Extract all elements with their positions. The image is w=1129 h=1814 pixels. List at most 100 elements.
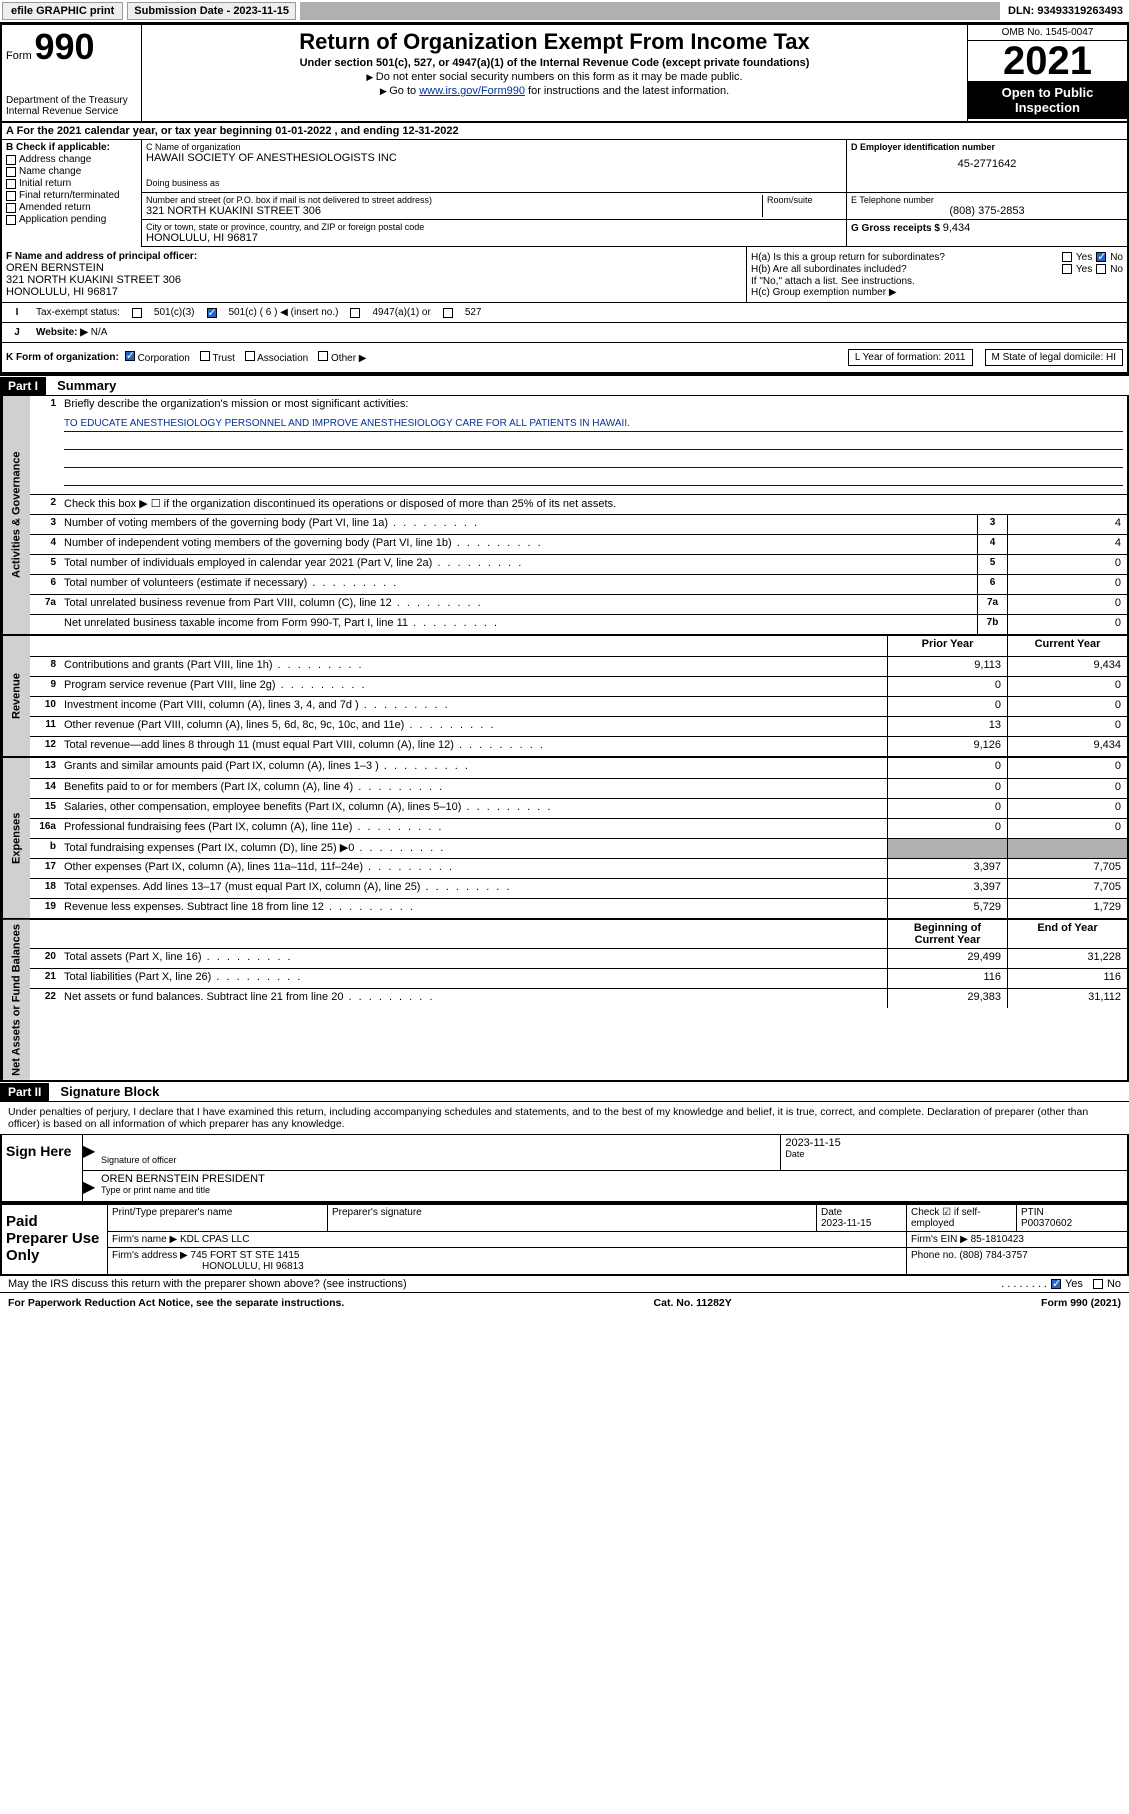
ein-value: 45-2771642	[851, 158, 1123, 170]
form-number: 990	[34, 26, 94, 67]
summary-row: TO EDUCATE ANESTHESIOLOGY PERSONNEL AND …	[30, 416, 1127, 494]
summary-row: 2Check this box ▶ ☐ if the organization …	[30, 494, 1127, 514]
hb-note: If "No," attach a list. See instructions…	[751, 276, 1123, 287]
line-value: 0	[1007, 595, 1127, 614]
summary-row: 1Briefly describe the organization's mis…	[30, 396, 1127, 416]
part2-title: Signature Block	[52, 1082, 167, 1101]
irs-link[interactable]: www.irs.gov/Form990	[419, 85, 525, 97]
submission-date-box: Submission Date - 2023-11-15	[127, 2, 296, 20]
prior-year-value: 13	[887, 717, 1007, 736]
state-domicile: M State of legal domicile: HI	[985, 349, 1124, 366]
section-side-label: Expenses	[2, 758, 30, 918]
summary-row: Net unrelated business taxable income fr…	[30, 614, 1127, 634]
line-value: 0	[1007, 555, 1127, 574]
dept-2: Internal Revenue Service	[6, 106, 137, 117]
line-box: 4	[977, 535, 1007, 554]
phone-value: (808) 784-3757	[959, 1250, 1027, 1261]
may-yes-cb[interactable]	[1051, 1279, 1061, 1289]
sign-here-label: Sign Here	[2, 1135, 82, 1201]
shaded-cell	[1007, 839, 1127, 858]
ha-yes-cb[interactable]	[1062, 252, 1072, 262]
paid-preparer-block: Paid Preparer Use Only Print/Type prepar…	[0, 1203, 1129, 1276]
cb-label: Initial return	[19, 178, 71, 189]
dba-label: Doing business as	[146, 178, 842, 188]
header-right: OMB No. 1545-0047 2021 Open to Public In…	[967, 25, 1127, 121]
line-box: 3	[977, 515, 1007, 534]
summary-row: 8Contributions and grants (Part VIII, li…	[30, 656, 1127, 676]
hb-no-cb[interactable]	[1096, 264, 1106, 274]
page-footer: For Paperwork Reduction Act Notice, see …	[0, 1292, 1129, 1313]
checkbox[interactable]	[6, 179, 16, 189]
current-year-value: 0	[1007, 779, 1127, 798]
tax-year: 2021	[968, 41, 1127, 81]
part1-header-row: Part I Summary	[0, 376, 1129, 396]
i-opt4: 527	[465, 307, 482, 318]
room-label: Room/suite	[767, 195, 842, 205]
col-b-option: Address change	[6, 154, 137, 165]
i-opt2: 501(c) ( 6 ) ◀ (insert no.)	[229, 307, 339, 318]
i-501c3-cb[interactable]	[132, 308, 142, 318]
self-emp-label: Check ☑ if self-employed	[911, 1207, 1012, 1229]
may-text: May the IRS discuss this return with the…	[8, 1278, 1001, 1290]
checkbox[interactable]	[6, 203, 16, 213]
summary-row: 14Benefits paid to or for members (Part …	[30, 778, 1127, 798]
section-side-label: Net Assets or Fund Balances	[2, 920, 30, 1080]
checkbox[interactable]	[6, 191, 16, 201]
summary-row: 6Total number of volunteers (estimate if…	[30, 574, 1127, 594]
prior-year-value: 3,397	[887, 859, 1007, 878]
line-value: 4	[1007, 515, 1127, 534]
firm-name: KDL CPAS LLC	[180, 1234, 249, 1245]
summary-row: 5Total number of individuals employed in…	[30, 554, 1127, 574]
no-1: No	[1110, 252, 1123, 263]
firm-name-label: Firm's name ▶	[112, 1234, 177, 1245]
header-left: Form 990 Department of the Treasury Inte…	[2, 25, 142, 121]
col-b-header: B Check if applicable:	[6, 142, 137, 153]
current-year-value: 0	[1007, 758, 1127, 778]
k-checkbox[interactable]	[200, 351, 210, 361]
summary-row: 15Salaries, other compensation, employee…	[30, 798, 1127, 818]
k-checkbox[interactable]	[245, 351, 255, 361]
phone-label: Phone no.	[911, 1250, 957, 1261]
k-checkbox[interactable]	[125, 351, 135, 361]
col-header: Beginning of Current Year	[887, 920, 1007, 948]
mission-text: TO EDUCATE ANESTHESIOLOGY PERSONNEL AND …	[64, 418, 1123, 432]
i-opt3: 4947(a)(1) or	[372, 307, 430, 318]
toolbar-spacer	[300, 2, 1000, 20]
line-box: 5	[977, 555, 1007, 574]
identity-section: A For the 2021 calendar year, or tax yea…	[0, 123, 1129, 376]
checkbox[interactable]	[6, 155, 16, 165]
hb-label: H(b) Are all subordinates included?	[751, 264, 1058, 275]
prior-year-value: 9,126	[887, 737, 1007, 756]
prior-year-value: 29,383	[887, 989, 1007, 1008]
summary-row: 12Total revenue—add lines 8 through 11 (…	[30, 736, 1127, 756]
form-header: Form 990 Department of the Treasury Inte…	[0, 23, 1129, 123]
checkbox[interactable]	[6, 215, 16, 225]
info-grid: B Check if applicable: Address changeNam…	[2, 140, 1127, 247]
officer-addr2: HONOLULU, HI 96817	[6, 286, 742, 298]
current-year-value: 9,434	[1007, 737, 1127, 756]
may-dots: . . . . . . . .	[1001, 1278, 1047, 1290]
sig-arrow-1: ▶	[83, 1135, 97, 1170]
k-opt-label: Other ▶	[331, 353, 366, 364]
ha-no-cb[interactable]	[1096, 252, 1106, 262]
street-address: 321 NORTH KUAKINI STREET 306	[146, 205, 762, 217]
prior-year-value: 0	[887, 799, 1007, 818]
k-checkbox[interactable]	[318, 351, 328, 361]
may-irs-line: May the IRS discuss this return with the…	[0, 1276, 1129, 1292]
efile-print-button[interactable]: efile GRAPHIC print	[2, 2, 123, 20]
k-label: K Form of organization:	[6, 352, 119, 363]
i-501c-cb[interactable]	[207, 308, 217, 318]
i-4947-cb[interactable]	[350, 308, 360, 318]
i-label: Tax-exempt status:	[36, 307, 120, 318]
checkbox[interactable]	[6, 167, 16, 177]
may-no-cb[interactable]	[1093, 1279, 1103, 1289]
yes-1: Yes	[1076, 252, 1092, 263]
summary-row: bTotal fundraising expenses (Part IX, co…	[30, 838, 1127, 858]
line-box: 7b	[977, 615, 1007, 634]
footer-left: For Paperwork Reduction Act Notice, see …	[8, 1297, 344, 1309]
sig-arrow-2: ▶	[83, 1171, 97, 1201]
line-box: 6	[977, 575, 1007, 594]
hb-yes-cb[interactable]	[1062, 264, 1072, 274]
row-i: I Tax-exempt status: 501(c)(3) 501(c) ( …	[2, 303, 1127, 323]
i-527-cb[interactable]	[443, 308, 453, 318]
